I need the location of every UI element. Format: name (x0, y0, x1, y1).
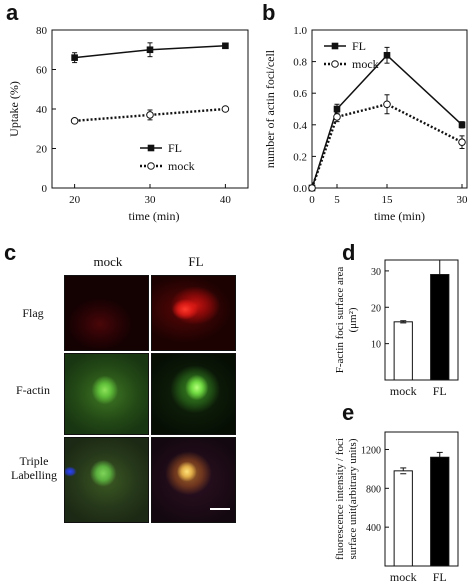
x-tick-label: mock (390, 570, 417, 584)
series-line-mock (310, 102, 463, 189)
scale-bar (210, 508, 230, 510)
x-tick-label: 0 (309, 194, 315, 206)
x-tick-label: 30 (457, 194, 469, 206)
x-tick-label: 15 (382, 194, 394, 206)
data-point-FL (458, 121, 466, 129)
legend-marker-mock (147, 162, 155, 170)
chart-d: 10 20 30 mock FL F-actin foci surface area (μm… (334, 259, 459, 396)
x-tick-label: FL (433, 570, 447, 584)
plot-frame (384, 431, 459, 567)
column-label-fl: FL (188, 254, 204, 269)
micrograph-flag-fl (151, 275, 236, 351)
y-tick-label: 800 (366, 484, 381, 495)
series-line-FL (311, 54, 463, 189)
data-point-mock (333, 113, 341, 121)
bar-FL (430, 456, 450, 567)
x-tick-label: 20 (69, 194, 81, 206)
y-axis-label: F-actin foci surface area (334, 267, 346, 374)
legend-label-FL: FL (352, 39, 366, 53)
y-axis-label: surface unit(arbitrary units) (347, 438, 359, 559)
y-tick-label: 30 (371, 267, 381, 278)
y-tick-label: 1200 (361, 445, 381, 456)
panel-letter-a: a (6, 0, 19, 25)
data-point-mock (221, 105, 230, 113)
x-axis-label: time (min) (129, 209, 180, 223)
micrograph-factin-mock (64, 353, 149, 435)
y-tick-label: 60 (36, 65, 48, 77)
row-label-flag: Flag (22, 306, 44, 320)
legend-label-FL: FL (168, 141, 182, 155)
data-point-FL (71, 54, 78, 61)
bar-FL (430, 274, 450, 381)
data-point-FL (383, 51, 391, 59)
x-tick-label: 5 (334, 194, 340, 206)
data-point-FL (146, 46, 154, 54)
y-tick-label: 1.0 (293, 25, 307, 37)
x-axis-label: time (min) (374, 209, 425, 223)
micrograph-triple-mock (64, 437, 149, 523)
y-tick-label: 400 (366, 523, 381, 534)
plot-frame (311, 29, 468, 189)
panel-letter-d: d (342, 240, 356, 265)
micrograph-triple-fl (151, 437, 236, 523)
panel-letter-c: c (4, 240, 17, 265)
data-point-mock (308, 184, 316, 192)
legend-marker-FL (331, 42, 339, 50)
x-tick-label: 30 (145, 194, 157, 206)
bar-mock (393, 321, 413, 381)
y-tick-label: 0.0 (293, 183, 307, 195)
data-point-FL (222, 42, 229, 50)
y-tick-label: 0.4 (293, 120, 307, 132)
legend-marker-mock (331, 60, 339, 68)
y-axis-label: (μm²) (347, 307, 359, 332)
data-point-mock (70, 117, 79, 125)
y-tick-label: 40 (36, 104, 48, 116)
y-axis-label: Uptake (%) (7, 81, 21, 137)
y-axis-label: fluorescence intensity / foci (334, 438, 346, 560)
y-axis-label: number of actin foci/cell (263, 49, 277, 168)
y-tick-label: 20 (36, 144, 48, 156)
chart-e: 400 800 1200 mock FL fluorescence intensity /… (334, 431, 459, 584)
chart-a: 20 30 40 0 20 40 60 80 time (min) Uptake (%) FL moc… (7, 25, 249, 223)
plot-frame (384, 259, 459, 381)
column-label-mock: mock (93, 254, 123, 269)
legend-label-mock: mock (168, 159, 195, 173)
y-tick-label: 10 (371, 340, 381, 351)
data-point-mock (146, 111, 154, 119)
chart-b: 0 5 15 30 0.0 0.2 0.4 0.6 0.8 1.0 time (min) number… (263, 25, 469, 223)
x-tick-label: 40 (220, 194, 232, 206)
data-point-mock (383, 100, 391, 109)
y-tick-label: 0.6 (293, 88, 307, 100)
row-label-factin: F-actin (16, 383, 50, 397)
y-tick-label: 0 (42, 183, 48, 195)
y-tick-label: 0.8 (293, 57, 307, 69)
series-line-mock (74, 107, 226, 123)
legend-marker-FL (147, 144, 155, 152)
panel-letter-e: e (342, 400, 355, 425)
data-point-FL (333, 105, 341, 113)
micrograph-flag-mock (64, 275, 149, 351)
legend-label-mock: mock (352, 57, 379, 71)
micrograph-factin-fl (151, 353, 236, 435)
x-tick-label: FL (433, 384, 447, 396)
data-point-mock (458, 138, 466, 146)
y-tick-label: 80 (36, 25, 48, 37)
y-tick-label: 20 (371, 303, 381, 314)
y-tick-label: 0.2 (293, 151, 307, 163)
row-label-triple: Triple Labelling (11, 454, 57, 482)
x-tick-label: mock (390, 384, 417, 396)
bar-mock (393, 470, 413, 567)
panel-letter-b: b (262, 0, 276, 25)
